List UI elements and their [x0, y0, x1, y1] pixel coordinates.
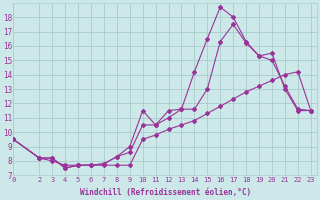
X-axis label: Windchill (Refroidissement éolien,°C): Windchill (Refroidissement éolien,°C) — [80, 188, 251, 197]
